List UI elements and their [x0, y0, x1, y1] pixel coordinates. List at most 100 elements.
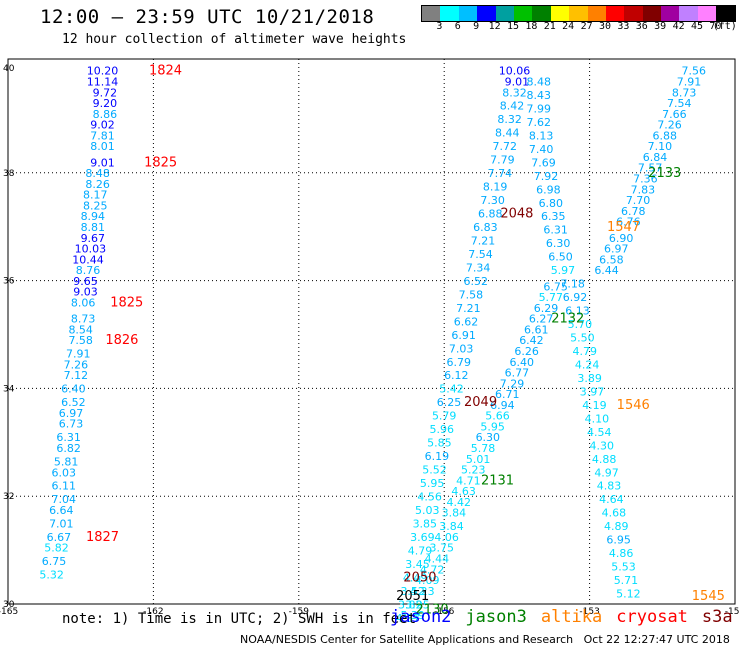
wave-height-label: 10.20: [87, 65, 119, 78]
wave-height-label: 7.40: [529, 143, 554, 156]
wave-height-label: 4.23: [410, 585, 435, 598]
wave-height-label: 7.03: [449, 342, 474, 355]
color-swatch: [624, 6, 643, 21]
color-swatch: [569, 6, 588, 21]
color-scale-tick: 3: [436, 21, 443, 32]
wave-height-label: 5.01: [466, 453, 491, 466]
wave-height-label: 4.49: [403, 571, 428, 584]
wave-height-label: 6.58: [599, 253, 624, 266]
wave-height-label: 6.76: [616, 216, 641, 229]
wave-height-label: 8.43: [526, 89, 551, 102]
map-frame: [7, 58, 736, 605]
wave-height-label: 6.84: [643, 151, 668, 164]
wave-height-label: 6.97: [604, 243, 629, 256]
wave-height-label: 8.44: [495, 127, 520, 140]
wave-height-label: 4.37: [396, 612, 421, 625]
wave-height-label: 7.58: [459, 288, 484, 301]
pass-time-label: 2133: [648, 166, 681, 181]
wave-height-label: 6.13: [565, 305, 590, 318]
wave-height-label: 4.86: [609, 547, 634, 560]
satellite-legend: jason2 jason3 altika cryosat s3a: [390, 607, 740, 627]
color-swatch: [458, 6, 478, 21]
wave-height-label: 6.88: [478, 208, 503, 221]
wave-height-label: 6.30: [546, 237, 571, 250]
color-scale-tick: 36: [635, 21, 648, 32]
wave-height-label: 7.81: [90, 129, 115, 142]
color-swatch: [440, 6, 459, 21]
wave-height-label: 3.85: [413, 517, 438, 530]
color-scale-tick: 45: [690, 21, 704, 32]
wave-height-label: 6.35: [541, 210, 566, 223]
wave-height-label: 7.21: [456, 302, 481, 315]
wave-height-label: 7.72: [493, 140, 518, 153]
wave-height-label: 9.65: [73, 275, 98, 288]
lon-tick-label: -159: [289, 607, 310, 617]
wave-height-label: 5.95: [480, 420, 505, 433]
wave-height-label: 4.54: [587, 426, 612, 439]
wave-height-label: 8.94: [81, 210, 106, 223]
wave-height-label: 6.11: [51, 480, 76, 493]
wave-height-label: 6.95: [606, 534, 631, 547]
wave-height-label: 9.72: [93, 86, 118, 99]
wave-height-label: 6.27: [529, 313, 554, 326]
color-scale-bar: [421, 5, 736, 22]
color-swatch: [716, 6, 735, 21]
wave-height-label: 5.96: [430, 423, 455, 436]
wave-height-label: 6.61: [524, 323, 549, 336]
wave-height-label: 7.83: [631, 183, 656, 196]
color-scale-tick: 24: [562, 21, 575, 32]
wave-height-label: 4.30: [589, 439, 614, 452]
wave-height-label: 6.52: [61, 396, 86, 409]
wave-height-label: 4.24: [575, 358, 600, 371]
wave-height-label: 8.17: [83, 189, 108, 202]
wave-height-label: 7.34: [466, 261, 491, 274]
wave-height-label: 8.19: [483, 181, 508, 194]
color-scale-ticks: 3 6 9 12 15 18 21 24 27 30 33 36 39 42 45 70 (ft): [421, 21, 740, 35]
wave-height-label: 6.30: [476, 431, 501, 444]
pass-time-label: 1546: [617, 398, 650, 413]
pass-time-label: 1545: [692, 589, 725, 604]
color-swatch: [587, 6, 606, 21]
wave-height-label: 6.62: [454, 315, 479, 328]
wave-height-label: 6.75: [42, 555, 67, 568]
wave-height-label: 6.40: [61, 383, 86, 396]
wave-height-label: 9.01: [90, 156, 115, 169]
wave-height-label: 6.44: [594, 264, 619, 277]
wave-height-label: 7.26: [657, 119, 682, 132]
lon-tick-label: -153: [579, 607, 599, 617]
wave-height-label: 4.56: [417, 491, 442, 504]
wave-height-label: 3.89: [577, 372, 602, 385]
wave-height-label: 5.85: [427, 437, 452, 450]
wave-height-label: 8.73: [71, 313, 96, 326]
wave-height-label: 5.97: [551, 264, 576, 277]
wave-height-label: 7.54: [667, 97, 692, 110]
wave-height-label: 7.26: [64, 358, 89, 371]
wave-height-label: 7.10: [648, 140, 673, 153]
wave-height-label: 5.39: [400, 609, 425, 622]
lon-tick-label: -150: [725, 607, 740, 617]
wave-height-label: 6.40: [509, 356, 534, 369]
color-swatch: [550, 6, 570, 21]
wave-height-label: 8.42: [500, 100, 525, 113]
wave-height-label: 3.52: [400, 585, 425, 598]
wave-height-label: 11.14: [87, 75, 119, 88]
pass-time-label: 1825: [144, 155, 177, 170]
wave-height-label: 8.32: [502, 86, 527, 99]
wave-height-label: 6.71: [495, 388, 520, 401]
pass-time-label: 1827: [86, 530, 119, 545]
wave-height-label: 6.83: [473, 221, 498, 234]
wave-height-label: 7.74: [488, 167, 513, 180]
wave-height-label: 5.82: [44, 542, 69, 555]
chart-title: 12:00 — 23:59 UTC 10/21/2018: [40, 6, 375, 28]
color-scale-tick: 9: [473, 21, 480, 32]
wave-height-label: 8.86: [93, 108, 118, 121]
wave-height-label: 6.82: [56, 442, 81, 455]
wave-height-label: 6.12: [444, 369, 469, 382]
wave-height-label: 4.71: [456, 474, 481, 487]
wave-height-label: 8.32: [497, 113, 522, 126]
wave-height-label: 7.62: [526, 116, 551, 129]
wave-height-label: 4.88: [592, 453, 617, 466]
color-scale-tick: 15: [506, 21, 520, 32]
wave-height-label: 7.99: [526, 102, 551, 115]
wave-height-label: 6.25: [437, 396, 462, 409]
